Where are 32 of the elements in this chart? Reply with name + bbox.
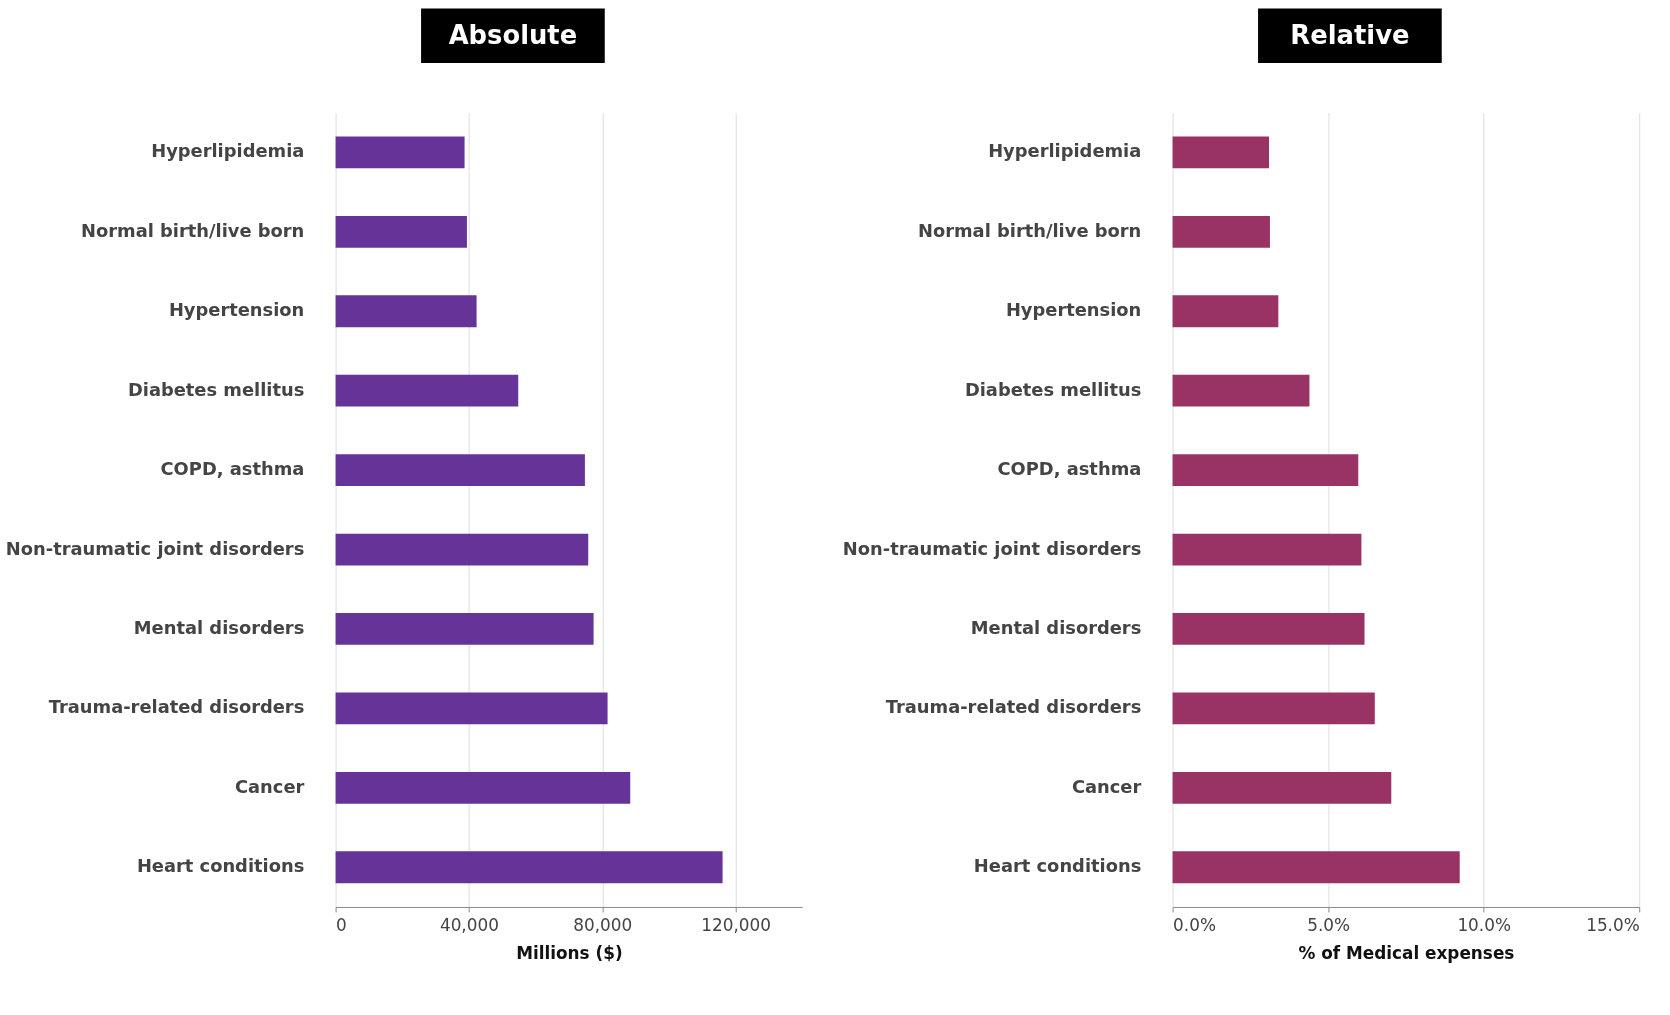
x-tick-label: 0 bbox=[336, 915, 347, 936]
x-axis-title: Millions ($) bbox=[516, 943, 623, 964]
y-tick-label: Heart conditions bbox=[136, 855, 305, 877]
y-tick-label: Hyperlipidemia bbox=[988, 140, 1142, 162]
y-tick-label: COPD, asthma bbox=[997, 458, 1142, 480]
y-tick-label: Hypertension bbox=[1005, 299, 1142, 321]
y-tick-label: Trauma-related disorders bbox=[48, 696, 305, 718]
y-tick-label: Trauma-related disorders bbox=[885, 696, 1142, 718]
y-tick-label: Cancer bbox=[1071, 775, 1142, 797]
x-tick-label: 120,000 bbox=[701, 915, 771, 936]
y-tick-label: Normal birth/live born bbox=[81, 219, 305, 241]
y-tick-label: Diabetes mellitus bbox=[127, 378, 305, 400]
y-tick-label: COPD, asthma bbox=[160, 458, 305, 480]
chart-title: Relative bbox=[1290, 20, 1410, 51]
x-tick-label: 5.0% bbox=[1307, 915, 1351, 936]
x-tick-label: 15.0% bbox=[1586, 915, 1640, 936]
y-tick-label: Mental disorders bbox=[133, 616, 305, 638]
x-tick-label: 0.0% bbox=[1173, 915, 1216, 936]
y-tick-label: Normal birth/live born bbox=[917, 219, 1142, 241]
y-tick-label: Hyperlipidemia bbox=[151, 140, 305, 162]
chart-title: Absolute bbox=[448, 20, 578, 51]
x-axis-title: % of Medical expenses bbox=[1298, 943, 1515, 964]
y-tick-label: Mental disorders bbox=[970, 616, 1142, 638]
y-tick-label: Diabetes mellitus bbox=[964, 378, 1142, 400]
x-tick-label: 80,000 bbox=[573, 915, 633, 936]
y-tick-label: Non-traumatic joint disorders bbox=[5, 537, 305, 559]
x-tick-label: 10.0% bbox=[1457, 915, 1511, 936]
y-tick-label: Heart conditions bbox=[973, 855, 1142, 877]
x-tick-label: 40,000 bbox=[439, 915, 499, 936]
y-tick-label: Hypertension bbox=[168, 299, 305, 321]
y-tick-label: Cancer bbox=[234, 775, 305, 797]
y-tick-label: Non-traumatic joint disorders bbox=[842, 537, 1142, 559]
